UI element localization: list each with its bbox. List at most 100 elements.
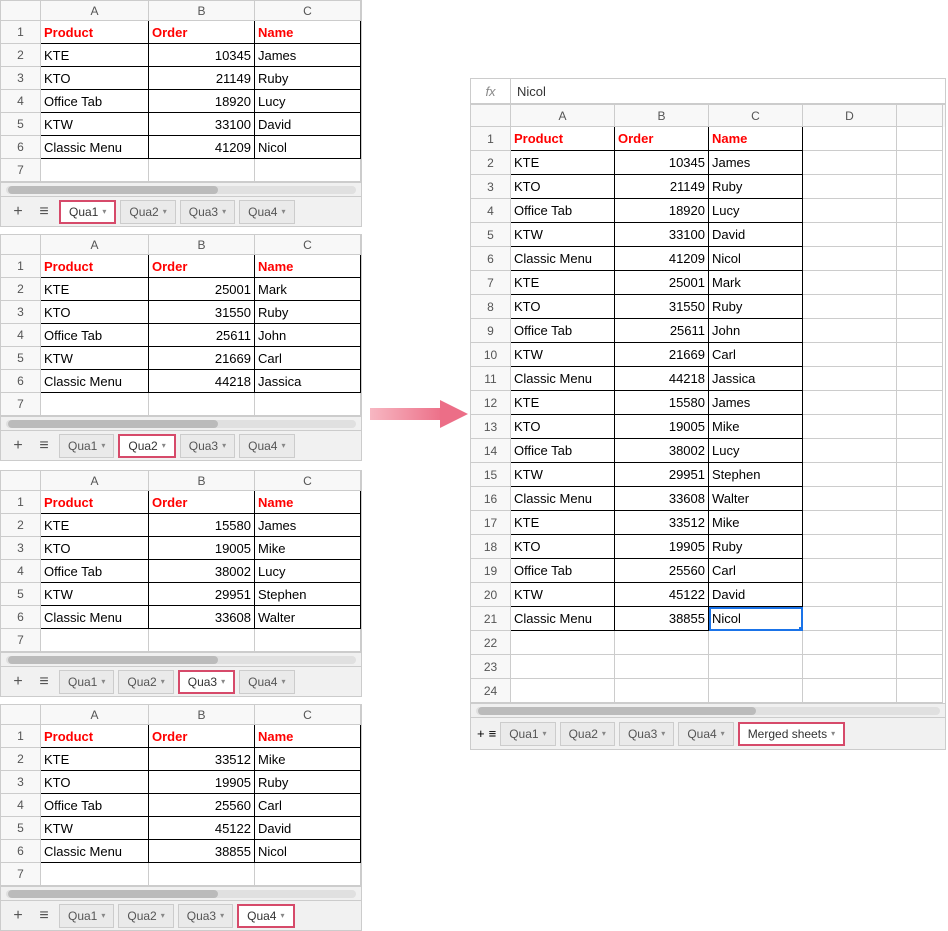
cell[interactable]	[615, 631, 709, 655]
all-sheets-button[interactable]: ≡	[33, 905, 55, 927]
cell[interactable]: John	[255, 324, 361, 347]
cell[interactable]: KTE	[41, 278, 149, 301]
cell[interactable]: Ruby	[709, 175, 803, 199]
row-header[interactable]: 3	[471, 175, 511, 199]
horizontal-scrollbar[interactable]	[1, 416, 361, 430]
cell[interactable]: Nicol	[255, 840, 361, 863]
row-header[interactable]: 17	[471, 511, 511, 535]
cell[interactable]	[41, 159, 149, 182]
add-sheet-button[interactable]: +	[7, 671, 29, 693]
cell[interactable]: David	[709, 223, 803, 247]
cell[interactable]: 18920	[149, 90, 255, 113]
cell[interactable]: 25001	[149, 278, 255, 301]
all-sheets-button[interactable]: ≡	[489, 726, 497, 741]
corner-cell[interactable]	[471, 105, 511, 127]
cell[interactable]: Nicol	[255, 136, 361, 159]
cell[interactable]: James	[709, 151, 803, 175]
formula-input[interactable]: Nicol	[511, 84, 945, 99]
cell[interactable]: Order	[149, 21, 255, 44]
cell[interactable]	[897, 583, 943, 607]
cell[interactable]: 38002	[615, 439, 709, 463]
cell[interactable]	[897, 487, 943, 511]
cell[interactable]: Classic Menu	[41, 840, 149, 863]
row-header[interactable]: 6	[1, 606, 41, 629]
cell[interactable]	[897, 679, 943, 703]
cell[interactable]	[803, 151, 897, 175]
cell[interactable]: 10345	[149, 44, 255, 67]
sheet-tab-q1[interactable]: Qua1▾	[59, 200, 116, 224]
sheet-tab-q1[interactable]: Qua1▾	[59, 904, 114, 928]
cell[interactable]	[803, 247, 897, 271]
row-header[interactable]: 3	[1, 771, 41, 794]
cell[interactable]: Jassica	[255, 370, 361, 393]
col-header-c[interactable]: C	[255, 1, 361, 21]
col-header-a[interactable]: A	[511, 105, 615, 127]
cell[interactable]: KTO	[511, 415, 615, 439]
corner-cell[interactable]	[1, 1, 41, 21]
sheet-tab-q1[interactable]: Qua1▾	[59, 434, 114, 458]
row-header[interactable]: 5	[1, 347, 41, 370]
cell[interactable]	[803, 343, 897, 367]
cell[interactable]: 25611	[615, 319, 709, 343]
col-header-b[interactable]: B	[615, 105, 709, 127]
corner-cell[interactable]	[1, 705, 41, 725]
cell[interactable]: Classic Menu	[511, 247, 615, 271]
cell[interactable]	[897, 631, 943, 655]
cell[interactable]	[255, 159, 361, 182]
cell[interactable]	[897, 151, 943, 175]
cell[interactable]	[803, 511, 897, 535]
cell[interactable]	[803, 199, 897, 223]
cell[interactable]: KTE	[41, 748, 149, 771]
cell[interactable]: KTE	[511, 151, 615, 175]
sheet-tab-q3[interactable]: Qua3▾	[619, 722, 674, 746]
cell[interactable]	[897, 319, 943, 343]
cell[interactable]	[709, 679, 803, 703]
cell[interactable]	[149, 159, 255, 182]
cell[interactable]: 33608	[149, 606, 255, 629]
cell[interactable]	[897, 175, 943, 199]
row-header[interactable]: 1	[1, 725, 41, 748]
row-header[interactable]: 3	[1, 301, 41, 324]
col-header-c[interactable]: C	[255, 705, 361, 725]
cell[interactable]	[149, 629, 255, 652]
sheet-tab-q2[interactable]: Qua2▾	[560, 722, 615, 746]
cell[interactable]: Lucy	[709, 199, 803, 223]
col-header-b[interactable]: B	[149, 705, 255, 725]
cell[interactable]: 33100	[615, 223, 709, 247]
cell[interactable]	[897, 655, 943, 679]
cell[interactable]: KTO	[511, 175, 615, 199]
cell[interactable]: Office Tab	[511, 559, 615, 583]
cell[interactable]: 33512	[149, 748, 255, 771]
col-header-a[interactable]: A	[41, 235, 149, 255]
col-header-a[interactable]: A	[41, 1, 149, 21]
cell[interactable]	[803, 295, 897, 319]
cell[interactable]: 19905	[615, 535, 709, 559]
cell[interactable]: 31550	[149, 301, 255, 324]
horizontal-scrollbar[interactable]	[1, 652, 361, 666]
horizontal-scrollbar[interactable]	[1, 886, 361, 900]
cell[interactable]: James	[709, 391, 803, 415]
cell[interactable]	[149, 393, 255, 416]
cell[interactable]: Order	[615, 127, 709, 151]
cell[interactable]: Lucy	[709, 439, 803, 463]
sheet-tab-q4[interactable]: Qua4▾	[239, 434, 294, 458]
cell[interactable]: Carl	[255, 347, 361, 370]
cell[interactable]	[897, 343, 943, 367]
sheet-tab-q3[interactable]: Qua3▾	[178, 904, 233, 928]
row-header[interactable]: 3	[1, 67, 41, 90]
cell[interactable]	[803, 463, 897, 487]
all-sheets-button[interactable]: ≡	[33, 201, 55, 223]
cell[interactable]: Mike	[709, 511, 803, 535]
cell[interactable]	[897, 295, 943, 319]
row-header[interactable]: 5	[1, 583, 41, 606]
cell[interactable]: Mike	[255, 748, 361, 771]
cell[interactable]	[709, 631, 803, 655]
row-header[interactable]: 8	[471, 295, 511, 319]
cell[interactable]	[615, 679, 709, 703]
row-header[interactable]: 4	[1, 90, 41, 113]
cell[interactable]: 18920	[615, 199, 709, 223]
cell[interactable]	[897, 415, 943, 439]
scrollbar-track[interactable]	[476, 707, 940, 715]
cell[interactable]	[803, 679, 897, 703]
sheet-tab-q4[interactable]: Qua4▾	[678, 722, 733, 746]
